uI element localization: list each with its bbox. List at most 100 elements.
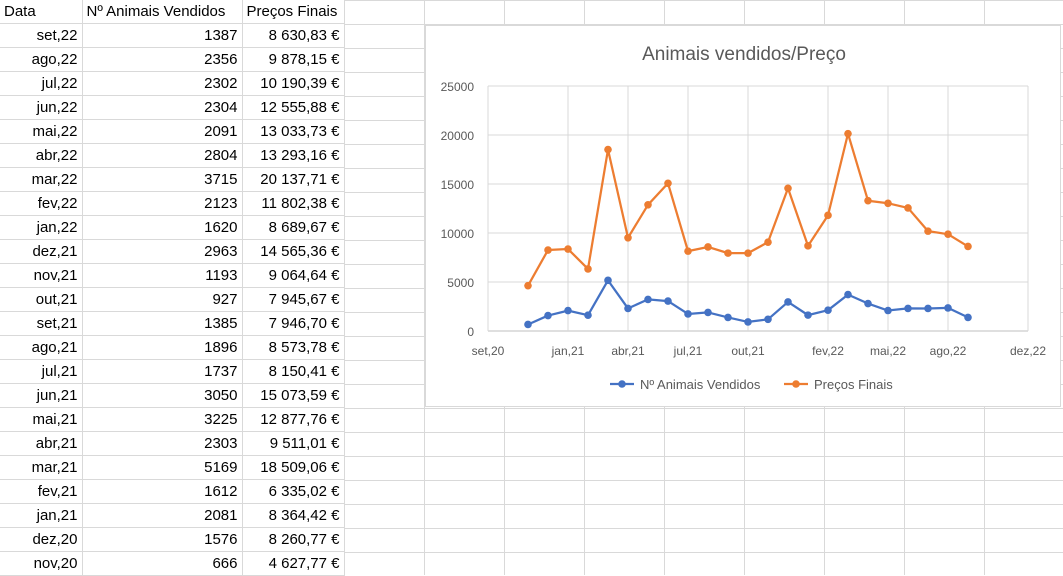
final-price-cell[interactable]: 18 509,06 € xyxy=(242,455,345,480)
date-cell[interactable]: fev,21 xyxy=(0,479,83,504)
animals-sold-cell[interactable]: 1385 xyxy=(82,311,243,336)
date-cell[interactable]: jan,22 xyxy=(0,215,83,240)
table-row: nov,21 1193 9 064,64 € xyxy=(0,263,345,288)
date-cell[interactable]: jun,21 xyxy=(0,383,83,408)
final-price-cell[interactable]: 8 630,83 € xyxy=(242,23,345,48)
header-cell-date[interactable]: Data xyxy=(0,0,83,24)
table-row: mai,21 3225 12 877,76 € xyxy=(0,407,345,432)
date-cell[interactable]: fev,22 xyxy=(0,191,83,216)
animals-sold-cell[interactable]: 2356 xyxy=(82,47,243,72)
table-row: dez,20 1576 8 260,77 € xyxy=(0,527,345,552)
table-row: nov,20 666 4 627,77 € xyxy=(0,551,345,576)
animals-sold-cell[interactable]: 1576 xyxy=(82,527,243,552)
data-point xyxy=(764,315,772,324)
animals-sold-cell[interactable]: 666 xyxy=(82,551,243,576)
animals-sold-cell[interactable]: 1737 xyxy=(82,359,243,384)
date-cell[interactable]: mar,21 xyxy=(0,455,83,480)
animals-sold-cell[interactable]: 3225 xyxy=(82,407,243,432)
date-cell[interactable]: mai,22 xyxy=(0,119,83,144)
data-point xyxy=(944,230,952,238)
animals-sold-cell[interactable]: 2123 xyxy=(82,191,243,216)
final-price-cell[interactable]: 8 573,78 € xyxy=(242,335,345,360)
data-point xyxy=(784,298,792,306)
date-cell[interactable]: abr,22 xyxy=(0,143,83,168)
animals-sold-cell[interactable]: 1193 xyxy=(82,263,243,288)
date-cell[interactable]: jul,21 xyxy=(0,359,83,384)
data-point xyxy=(804,242,812,250)
data-point xyxy=(864,299,872,308)
final-price-cell[interactable]: 12 555,88 € xyxy=(242,95,345,120)
header-cell-animals-sold[interactable]: Nº Animais Vendidos xyxy=(82,0,243,24)
final-price-cell[interactable]: 7 945,67 € xyxy=(242,287,345,312)
table-row: set,22 1387 8 630,83 € xyxy=(0,23,345,48)
data-point xyxy=(544,311,552,320)
date-cell[interactable]: out,21 xyxy=(0,287,83,312)
animals-sold-cell[interactable]: 2081 xyxy=(82,503,243,528)
date-cell[interactable]: set,21 xyxy=(0,311,83,336)
final-price-cell[interactable]: 8 689,67 € xyxy=(242,215,345,240)
date-cell[interactable]: jul,22 xyxy=(0,71,83,96)
animals-sold-cell[interactable]: 2304 xyxy=(82,95,243,120)
final-price-cell[interactable]: 9 064,64 € xyxy=(242,263,345,288)
date-cell[interactable]: nov,20 xyxy=(0,551,83,576)
data-point xyxy=(744,318,752,326)
animals-sold-cell[interactable]: 3050 xyxy=(82,383,243,408)
date-cell[interactable]: jun,22 xyxy=(0,95,83,120)
x-tick-label: ago,22 xyxy=(930,344,967,358)
table-row: jul,22 2302 10 190,39 € xyxy=(0,71,345,96)
animals-sold-cell[interactable]: 1896 xyxy=(82,335,243,360)
final-price-cell[interactable]: 13 293,16 € xyxy=(242,143,345,168)
final-price-cell[interactable]: 8 260,77 € xyxy=(242,527,345,552)
animals-sold-cell[interactable]: 3715 xyxy=(82,167,243,192)
final-price-cell[interactable]: 14 565,36 € xyxy=(242,239,345,264)
animals-sold-cell[interactable]: 2302 xyxy=(82,71,243,96)
header-cell-final-prices[interactable]: Preços Finais xyxy=(242,0,345,24)
final-price-cell[interactable]: 9 878,15 € xyxy=(242,47,345,72)
final-price-cell[interactable]: 9 511,01 € xyxy=(242,431,345,456)
x-tick-label: fev,22 xyxy=(812,344,844,358)
final-price-cell[interactable]: 15 073,59 € xyxy=(242,383,345,408)
date-cell[interactable]: ago,22 xyxy=(0,47,83,72)
animals-sold-cell[interactable]: 927 xyxy=(82,287,243,312)
animals-sold-cell[interactable]: 2804 xyxy=(82,143,243,168)
table-row: dez,21 2963 14 565,36 € xyxy=(0,239,345,264)
date-cell[interactable]: dez,21 xyxy=(0,239,83,264)
final-price-cell[interactable]: 8 150,41 € xyxy=(242,359,345,384)
animals-sold-cell[interactable]: 2091 xyxy=(82,119,243,144)
data-point xyxy=(764,238,772,246)
data-table: Data Nº Animais Vendidos Preços Finais s… xyxy=(0,0,345,576)
date-cell[interactable]: set,22 xyxy=(0,23,83,48)
date-cell[interactable]: jan,21 xyxy=(0,503,83,528)
date-cell[interactable]: abr,21 xyxy=(0,431,83,456)
chart-container[interactable]: Animais vendidos/Preço 0 5000 10000 15000 200… xyxy=(425,25,1061,407)
final-price-cell[interactable]: 20 137,71 € xyxy=(242,167,345,192)
x-tick-label: abr,21 xyxy=(611,344,645,358)
final-price-cell[interactable]: 12 877,76 € xyxy=(242,407,345,432)
data-point xyxy=(944,304,952,312)
data-point xyxy=(684,247,692,255)
animals-sold-cell[interactable]: 2963 xyxy=(82,239,243,264)
final-price-cell[interactable]: 8 364,42 € xyxy=(242,503,345,528)
date-cell[interactable]: mai,21 xyxy=(0,407,83,432)
table-row: jan,21 2081 8 364,42 € xyxy=(0,503,345,528)
animals-sold-cell[interactable]: 1620 xyxy=(82,215,243,240)
data-point xyxy=(664,297,672,305)
animals-sold-cell[interactable]: 1612 xyxy=(82,479,243,504)
y-tick-label: 0 xyxy=(467,325,474,339)
data-point xyxy=(664,179,672,188)
final-price-cell[interactable]: 11 802,38 € xyxy=(242,191,345,216)
date-cell[interactable]: ago,21 xyxy=(0,335,83,360)
line-chart: Animais vendidos/Preço 0 5000 10000 15000 200… xyxy=(441,44,1047,392)
final-price-cell[interactable]: 10 190,39 € xyxy=(242,71,345,96)
date-cell[interactable]: mar,22 xyxy=(0,167,83,192)
animals-sold-cell[interactable]: 5169 xyxy=(82,455,243,480)
animals-sold-cell[interactable]: 2303 xyxy=(82,431,243,456)
date-cell[interactable]: nov,21 xyxy=(0,263,83,288)
table-row: mar,21 5169 18 509,06 € xyxy=(0,455,345,480)
final-price-cell[interactable]: 7 946,70 € xyxy=(242,311,345,336)
final-price-cell[interactable]: 13 033,73 € xyxy=(242,119,345,144)
final-price-cell[interactable]: 6 335,02 € xyxy=(242,479,345,504)
final-price-cell[interactable]: 4 627,77 € xyxy=(242,551,345,576)
date-cell[interactable]: dez,20 xyxy=(0,527,83,552)
animals-sold-cell[interactable]: 1387 xyxy=(82,23,243,48)
